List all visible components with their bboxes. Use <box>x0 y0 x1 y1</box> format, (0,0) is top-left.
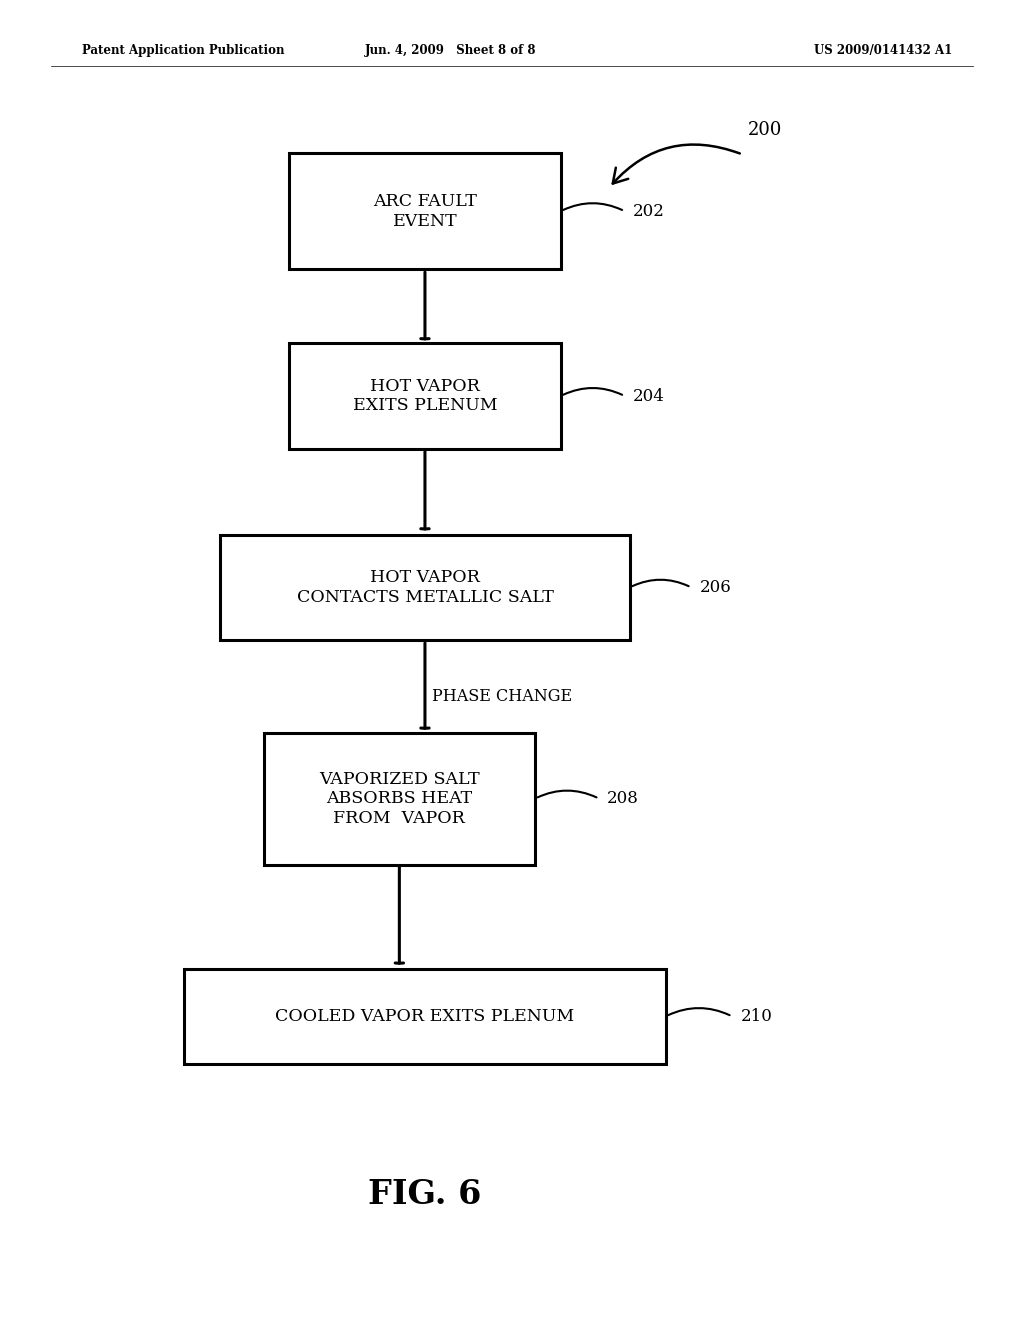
Text: HOT VAPOR
EXITS PLENUM: HOT VAPOR EXITS PLENUM <box>352 378 498 414</box>
FancyBboxPatch shape <box>289 343 561 449</box>
Text: 204: 204 <box>633 388 665 404</box>
Text: 208: 208 <box>607 791 639 807</box>
Text: VAPORIZED SALT
ABSORBS HEAT
FROM  VAPOR: VAPORIZED SALT ABSORBS HEAT FROM VAPOR <box>319 771 479 826</box>
Text: COOLED VAPOR EXITS PLENUM: COOLED VAPOR EXITS PLENUM <box>275 1008 574 1024</box>
Text: 200: 200 <box>748 120 782 139</box>
FancyBboxPatch shape <box>184 969 666 1064</box>
FancyBboxPatch shape <box>289 153 561 269</box>
Text: 210: 210 <box>740 1008 772 1024</box>
FancyArrowPatch shape <box>563 203 623 210</box>
FancyArrowPatch shape <box>612 144 739 183</box>
FancyArrowPatch shape <box>538 791 597 797</box>
FancyBboxPatch shape <box>264 733 535 865</box>
Text: 206: 206 <box>699 579 731 595</box>
Text: Jun. 4, 2009   Sheet 8 of 8: Jun. 4, 2009 Sheet 8 of 8 <box>365 44 537 57</box>
Text: PHASE CHANGE: PHASE CHANGE <box>432 689 571 705</box>
FancyArrowPatch shape <box>632 579 689 586</box>
Text: US 2009/0141432 A1: US 2009/0141432 A1 <box>814 44 952 57</box>
FancyArrowPatch shape <box>563 388 623 395</box>
Text: FIG. 6: FIG. 6 <box>369 1177 481 1212</box>
FancyArrowPatch shape <box>668 1008 730 1015</box>
Text: 202: 202 <box>633 203 665 219</box>
FancyBboxPatch shape <box>220 535 630 640</box>
Text: ARC FAULT
EVENT: ARC FAULT EVENT <box>373 193 477 230</box>
Text: Patent Application Publication: Patent Application Publication <box>82 44 285 57</box>
Text: HOT VAPOR
CONTACTS METALLIC SALT: HOT VAPOR CONTACTS METALLIC SALT <box>297 569 553 606</box>
